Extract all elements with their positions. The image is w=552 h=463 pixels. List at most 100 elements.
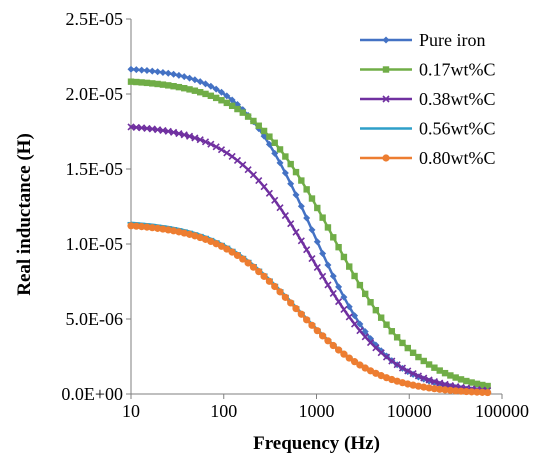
data-point xyxy=(202,90,209,98)
data-point xyxy=(388,328,396,335)
legend-label: Pure iron xyxy=(419,30,486,50)
legend-item: 0.17wt%C xyxy=(360,60,496,80)
data-point xyxy=(398,364,407,372)
data-point xyxy=(393,361,401,369)
data-point xyxy=(133,78,140,86)
data-point xyxy=(180,131,188,139)
data-point xyxy=(452,387,460,395)
data-point xyxy=(175,71,183,79)
data-point xyxy=(414,382,423,390)
data-point xyxy=(154,126,162,134)
data-point xyxy=(181,84,188,92)
data-point xyxy=(170,128,178,136)
data-point xyxy=(207,140,215,148)
data-point xyxy=(201,138,210,146)
data-point xyxy=(148,224,156,232)
data-point xyxy=(414,372,423,380)
data-point xyxy=(255,268,263,276)
data-point xyxy=(436,385,444,393)
x-tick-label: 100 xyxy=(210,401,237,421)
data-point xyxy=(457,387,465,395)
data-point xyxy=(447,372,454,379)
data-point xyxy=(356,361,364,369)
data-point xyxy=(282,153,289,160)
data-point xyxy=(409,349,417,356)
data-point xyxy=(186,74,194,82)
data-point xyxy=(170,82,177,90)
data-point xyxy=(143,79,151,87)
data-point xyxy=(212,94,220,102)
data-point xyxy=(255,176,263,185)
data-point xyxy=(425,376,433,384)
data-point xyxy=(330,234,337,241)
data-point xyxy=(287,160,294,168)
data-point xyxy=(265,189,273,197)
data-point xyxy=(319,272,327,280)
data-point xyxy=(372,306,380,314)
data-point xyxy=(350,358,359,366)
data-point xyxy=(484,388,492,397)
data-point xyxy=(223,99,231,107)
data-point xyxy=(313,263,321,272)
data-point xyxy=(425,384,433,392)
data-point xyxy=(308,321,316,329)
data-point xyxy=(217,146,226,154)
data-point xyxy=(292,191,300,199)
data-point xyxy=(388,357,396,365)
x-axis-ticks: 10 100 1000 10000 100000 xyxy=(122,394,529,421)
data-point xyxy=(223,245,231,253)
y-tick-label: 5.0E-06 xyxy=(66,309,124,329)
data-point xyxy=(314,204,321,212)
data-point xyxy=(159,68,167,76)
data-point xyxy=(202,80,210,88)
data-point xyxy=(143,67,151,75)
data-point xyxy=(244,113,252,120)
data-point xyxy=(324,261,332,269)
data-point xyxy=(340,293,348,301)
data-point xyxy=(260,183,268,191)
data-point xyxy=(297,202,305,210)
data-point xyxy=(127,78,135,85)
data-point xyxy=(303,246,311,254)
data-point xyxy=(409,381,417,389)
data-point xyxy=(324,224,332,231)
data-point xyxy=(186,86,193,93)
data-point xyxy=(350,320,359,328)
data-point xyxy=(462,387,470,396)
data-point xyxy=(271,196,279,204)
data-point xyxy=(441,369,449,377)
data-point xyxy=(228,152,236,161)
data-point xyxy=(239,109,246,116)
data-point xyxy=(303,316,311,324)
data-point xyxy=(335,283,343,291)
y-tick-label: 0.0E+00 xyxy=(61,384,123,404)
data-point xyxy=(308,226,316,234)
legend: Pure iron 0.17wt%C 0.38wt%C 0.56wt%C 0.80wt%… xyxy=(360,30,496,168)
data-point xyxy=(319,332,327,340)
data-point xyxy=(154,80,161,88)
data-point xyxy=(420,383,428,391)
data-point xyxy=(260,272,268,280)
data-point xyxy=(292,228,300,236)
data-point xyxy=(324,281,332,289)
data-point xyxy=(457,376,465,383)
data-point xyxy=(382,95,390,103)
data-point xyxy=(138,223,146,231)
data-point xyxy=(207,82,215,90)
data-point xyxy=(420,374,428,382)
data-point xyxy=(382,66,390,73)
data-point xyxy=(287,180,295,188)
data-point xyxy=(340,305,348,314)
data-point xyxy=(218,97,225,104)
data-point xyxy=(169,227,178,235)
data-point xyxy=(148,125,156,133)
y-axis-title: Real inductance (H) xyxy=(14,133,35,296)
data-point xyxy=(473,388,481,396)
data-point xyxy=(366,338,375,347)
data-point xyxy=(383,321,390,328)
series xyxy=(127,222,492,397)
x-tick-label: 100000 xyxy=(475,401,529,421)
data-point xyxy=(377,314,385,321)
data-point xyxy=(271,282,279,291)
